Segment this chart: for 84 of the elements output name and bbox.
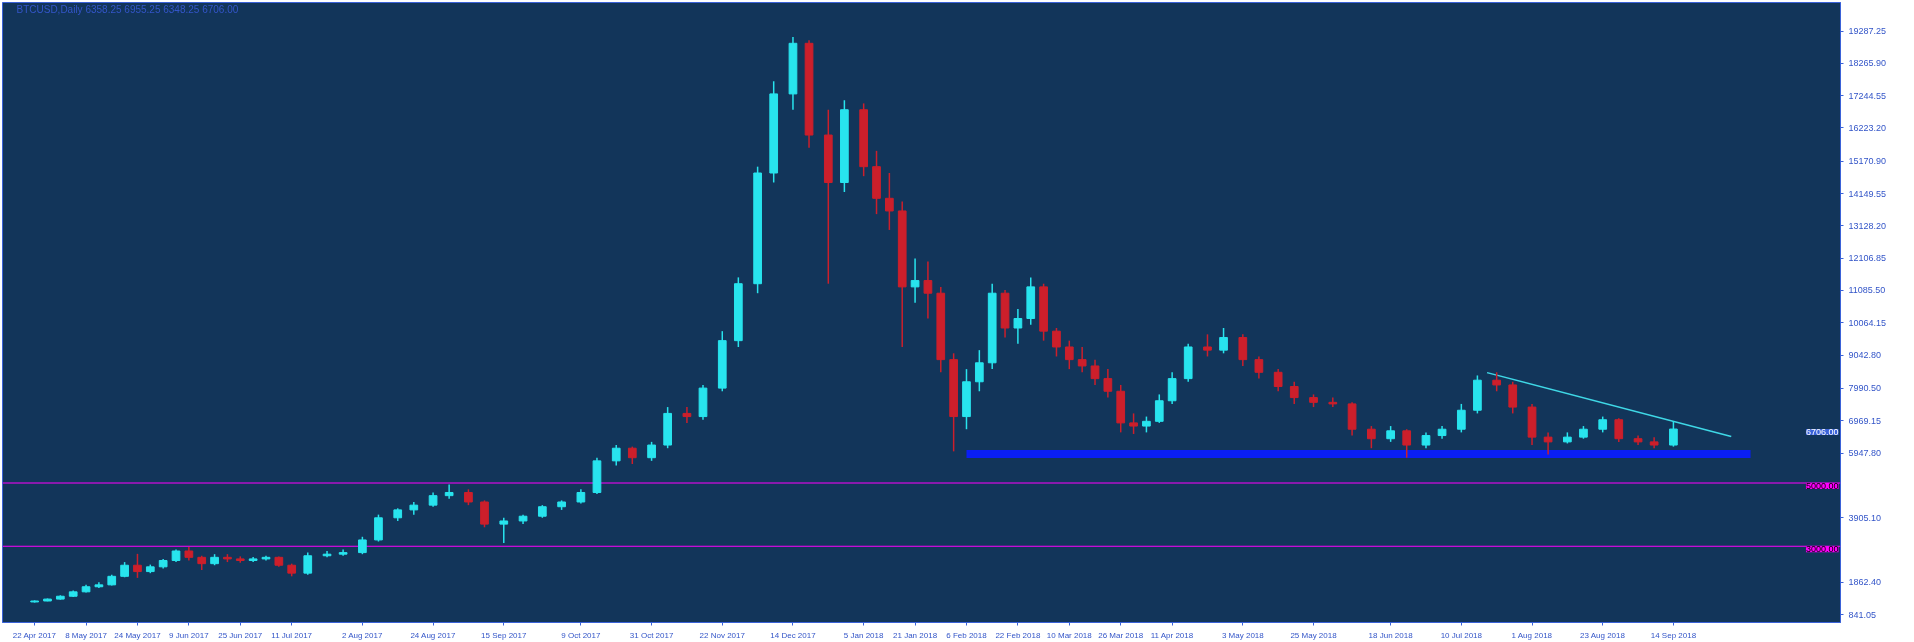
y-tick-label: 19287.25	[1848, 26, 1887, 37]
y-tick-label: 10064.15	[1848, 317, 1887, 328]
candlestick	[499, 517, 509, 544]
x-tick-label: 31 Oct 2017	[629, 630, 674, 640]
candlestick	[1103, 368, 1113, 399]
candlestick	[1013, 308, 1023, 345]
x-tick-label: 23 Aug 2018	[1580, 630, 1626, 640]
candlestick	[1064, 339, 1074, 370]
x-tick-label: 22 Nov 2017	[699, 630, 746, 640]
x-tick-label: 22 Apr 2017	[12, 630, 57, 640]
candlestick	[1203, 333, 1212, 358]
y-tick-label: 14149.55	[1848, 188, 1887, 199]
candlestick	[1052, 327, 1061, 358]
candlestick	[885, 172, 894, 231]
candlestick	[480, 499, 489, 529]
candlestick	[974, 349, 984, 393]
y-tick-label: 17244.55	[1848, 90, 1887, 101]
x-tick-label: 5 Jan 2018	[843, 630, 885, 640]
candlestick	[647, 441, 656, 462]
y-tick-label: 841.05	[1848, 609, 1877, 620]
candlestick	[133, 553, 142, 579]
y-tick-label: 18265.90	[1848, 58, 1887, 69]
x-tick-label: 25 May 2018	[1290, 630, 1338, 640]
x-tick-label: 15 Sep 2017	[481, 630, 528, 640]
x-tick-label: 6 Feb 2018	[946, 630, 988, 640]
candlestick	[1129, 412, 1138, 435]
y-tick-label: 15170.90	[1848, 156, 1887, 167]
y-tick-label: 11085.50	[1848, 285, 1886, 296]
y-tick-label: 16223.20	[1848, 122, 1887, 133]
x-tick-label: 9 Oct 2017	[561, 630, 602, 640]
candlestick	[1367, 425, 1376, 449]
candlestick	[611, 444, 621, 467]
x-tick-label: 2 Aug 2017	[341, 630, 383, 640]
candlestick	[1614, 417, 1624, 443]
y-tick-label: 9042.80	[1848, 350, 1882, 361]
ref-line-label: 3000.00	[1805, 544, 1839, 555]
candlestick	[1543, 431, 1553, 456]
x-tick-label: 24 May 2017	[114, 630, 162, 640]
y-tick-label: 6969.15	[1848, 415, 1882, 426]
candlestick	[1090, 358, 1100, 386]
y-tick-label: 3905.10	[1848, 512, 1882, 523]
candlestick	[1167, 371, 1177, 405]
x-tick-label: 11 Jul 2017	[271, 630, 313, 640]
candlestick	[444, 483, 454, 500]
x-tick-label: 24 Aug 2017	[410, 630, 456, 640]
x-tick-label: 18 Jun 2018	[1368, 630, 1414, 640]
x-tick-label: 1 Aug 2018	[1511, 630, 1553, 640]
candlestick	[1077, 346, 1087, 374]
candlestick	[923, 260, 933, 320]
candlestick	[1669, 420, 1678, 448]
x-tick-label: 10 Mar 2018	[1046, 630, 1093, 640]
candlestick	[303, 551, 313, 576]
candlestick	[1402, 428, 1412, 459]
candlestick	[374, 513, 383, 543]
y-tick-label: 5947.80	[1848, 448, 1882, 459]
x-tick-label: 14 Sep 2018	[1650, 630, 1697, 640]
candlestick	[682, 406, 692, 424]
x-tick-label: 21 Jan 2018	[893, 630, 938, 640]
candlestick	[1456, 403, 1466, 434]
chart-title: BTCUSD,Daily 6358.25 6955.25 6348.25 6706.00	[16, 3, 239, 15]
annotation: 6706.00	[1805, 427, 1839, 438]
candlestick	[1273, 368, 1283, 393]
candlestick	[1219, 327, 1228, 355]
x-tick-label: 11 Apr 2018	[1150, 630, 1194, 640]
y-tick-label: 1862.40	[1848, 577, 1882, 588]
candlestick	[1254, 355, 1264, 380]
x-tick-label: 14 Dec 2017	[770, 630, 817, 640]
x-tick-label: 22 Feb 2018	[995, 630, 1041, 640]
y-tick-label: 12106.85	[1848, 253, 1887, 264]
x-tick-label: 10 Jul 2018	[1440, 630, 1483, 640]
x-tick-label: 25 Jun 2017	[218, 630, 263, 640]
candlestick	[910, 257, 920, 304]
y-tick-label: 13128.20	[1848, 220, 1887, 231]
ref-line-label: 5000.00	[1805, 481, 1839, 491]
candlestick	[1492, 371, 1502, 393]
candlestick	[1508, 381, 1518, 415]
x-tick-label: 9 Jun 2017	[169, 630, 210, 640]
candlestick	[1289, 381, 1299, 405]
y-tick-label: 7990.50	[1848, 383, 1882, 394]
x-tick-label: 26 Mar 2018	[1098, 630, 1144, 640]
candlestick	[1154, 393, 1164, 424]
x-tick-label: 8 May 2017	[65, 630, 108, 640]
x-tick-label: 3 May 2018	[1221, 630, 1265, 640]
candlestick	[1238, 333, 1248, 367]
